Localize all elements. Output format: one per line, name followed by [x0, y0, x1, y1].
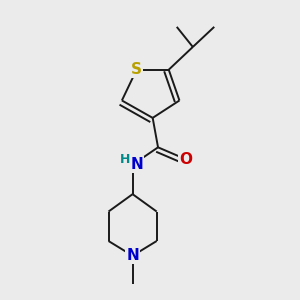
Text: H: H: [120, 153, 130, 167]
Text: N: N: [126, 248, 139, 263]
Text: S: S: [131, 62, 142, 77]
Text: O: O: [180, 152, 193, 167]
Text: N: N: [130, 157, 143, 172]
